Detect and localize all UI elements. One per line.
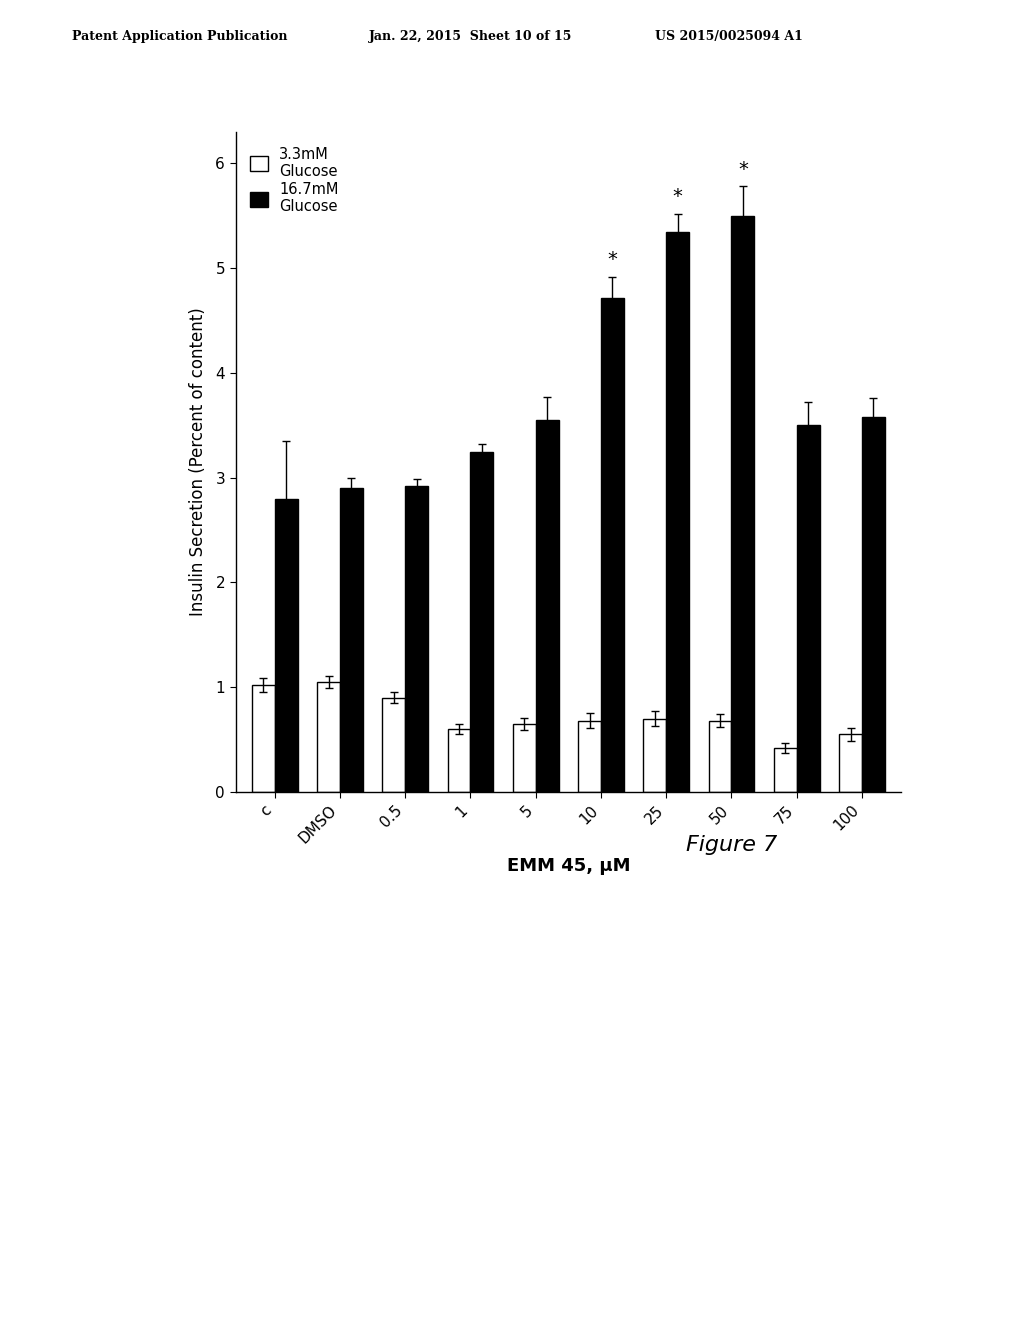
Bar — [797, 425, 819, 792]
Bar — [340, 488, 362, 792]
Legend: 3.3mM
Glucose, 16.7mM
Glucose: 3.3mM Glucose, 16.7mM Glucose — [243, 140, 346, 222]
Bar — [839, 734, 862, 792]
Bar — [406, 486, 428, 792]
X-axis label: EMM 45, μM: EMM 45, μM — [507, 857, 630, 875]
Bar — [579, 721, 601, 792]
Bar — [317, 682, 340, 792]
Text: Jan. 22, 2015  Sheet 10 of 15: Jan. 22, 2015 Sheet 10 of 15 — [369, 29, 572, 42]
Bar — [536, 420, 558, 792]
Bar — [470, 451, 494, 792]
Text: US 2015/0025094 A1: US 2015/0025094 A1 — [655, 29, 803, 42]
Bar — [709, 721, 731, 792]
Bar — [643, 718, 667, 792]
Text: *: * — [673, 187, 683, 206]
Bar — [862, 417, 885, 792]
Bar — [731, 215, 755, 792]
Bar — [274, 499, 298, 792]
Text: *: * — [738, 160, 748, 180]
Bar — [382, 698, 406, 792]
Bar — [513, 723, 536, 792]
Text: Patent Application Publication: Patent Application Publication — [72, 29, 287, 42]
Bar — [601, 297, 624, 792]
Bar — [774, 748, 797, 792]
Bar — [447, 729, 470, 792]
Bar — [667, 231, 689, 792]
Text: *: * — [607, 251, 617, 269]
Bar — [252, 685, 274, 792]
Y-axis label: Insulin Secretion (Percent of content): Insulin Secretion (Percent of content) — [189, 308, 207, 616]
Text: Figure 7: Figure 7 — [686, 836, 777, 855]
